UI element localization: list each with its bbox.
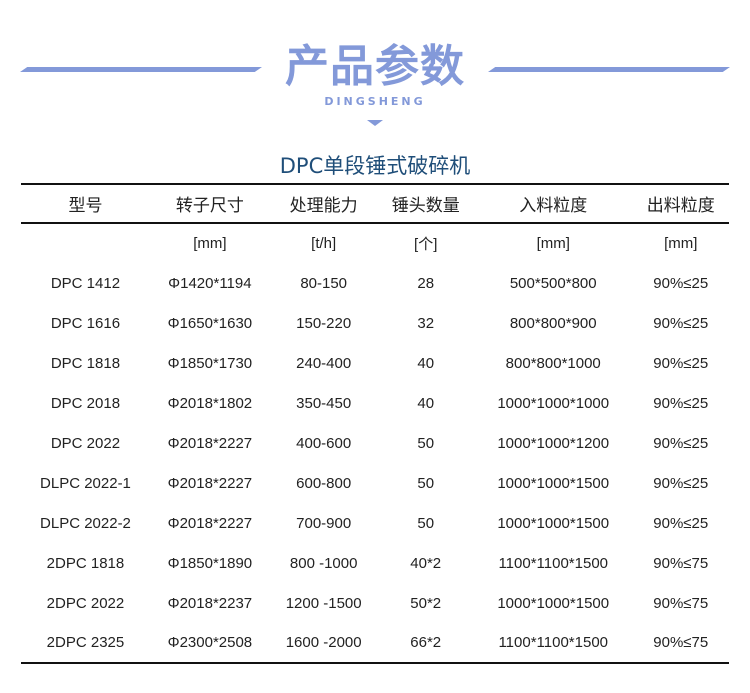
table-cell: 2DPC 1818 <box>46 554 125 572</box>
table-cell: Φ1420*1194 <box>168 274 252 292</box>
table-cell: Φ2018*2227 <box>167 434 253 452</box>
table-cell: 700-900 <box>296 514 352 532</box>
table-cell: 2DPC 2325 <box>46 634 125 651</box>
column-header: 处理能力 <box>289 196 358 215</box>
decorative-line-right <box>488 67 730 72</box>
table-cell: 800*800*900 <box>509 314 597 332</box>
table-cell: 1000*1000*1200 <box>497 434 610 452</box>
table-cell: 50 <box>417 474 435 492</box>
table-cell: Φ1850*1890 <box>167 554 253 572</box>
table-cell: 66*2 <box>410 634 442 651</box>
page-title: 产品参数 <box>285 41 465 92</box>
unit-cell: [t/h] <box>311 235 337 252</box>
table-cell: 90%≤25 <box>653 394 709 412</box>
table-cell: 40 <box>417 394 435 412</box>
table-cell: 2DPC 2022 <box>46 594 125 612</box>
table-row: 2DPC 1818 Φ1850*1890 800 -1000 40*2 1100*110… <box>21 543 729 583</box>
table-cell: 32 <box>417 314 435 332</box>
table-cell: 90%≤75 <box>653 634 709 651</box>
table-row: DPC 2022 Φ2018*2227 400-600 50 1000*1000*120… <box>21 423 729 463</box>
table-header-row: 型号 转子尺寸 处理能力 锤头数量 入料粒度 出料粒度 <box>21 184 729 223</box>
column-header: 入料粒度 <box>519 196 588 215</box>
table-cell: DPC 1616 <box>50 314 121 332</box>
table-cell: 40 <box>417 354 435 372</box>
table-cell: 400-600 <box>296 434 352 452</box>
table-row: DLPC 2022-2 Φ2018*2227 700-900 50 1000*1000*… <box>21 503 729 543</box>
table-cell: Φ2018*2237 <box>167 594 253 612</box>
table-cell: 90%≤25 <box>653 434 709 452</box>
column-header: 锤头数量 <box>391 196 460 215</box>
table-cell: 90%≤25 <box>653 314 709 332</box>
units-row: [mm] [t/h] [个] [mm] [mm] <box>21 223 729 263</box>
table-cell: 90%≤25 <box>653 514 709 532</box>
table-cell: 1200 -1500 <box>285 594 362 612</box>
table-cell: 90%≤25 <box>653 354 709 372</box>
table-cell: 350-450 <box>296 394 352 412</box>
table-cell: 90%≤25 <box>653 474 709 492</box>
table-cell: Φ2300*2508 <box>167 634 253 651</box>
unit-cell: [mm] <box>664 235 698 252</box>
table-row: DPC 1412 Φ1420*1194 80-150 28 500*500*800 90%… <box>21 263 729 303</box>
table-cell: 500*500*800 <box>509 274 597 292</box>
table-row: DPC 2018 Φ2018*1802 350-450 40 1000*1000*100… <box>21 383 729 423</box>
table-cell: 240-400 <box>296 354 352 372</box>
table-cell: Φ1850*1730 <box>167 354 253 372</box>
table-cell: 800*800*1000 <box>505 354 601 372</box>
table-cell: DPC 2022 <box>50 434 121 452</box>
table-cell: 90%≤75 <box>653 594 709 612</box>
column-header: 转子尺寸 <box>175 196 244 215</box>
table-cell: 1600 -2000 <box>285 634 362 651</box>
column-header: 出料粒度 <box>646 196 715 215</box>
table-row: DPC 1818 Φ1850*1730 240-400 40 800*800*1000 9… <box>21 343 729 383</box>
table-cell: 1000*1000*1500 <box>497 514 610 532</box>
table-cell: DPC 1412 <box>50 274 121 292</box>
table-cell: 1100*1100*1500 <box>498 554 609 572</box>
table-row: DLPC 2022-1 Φ2018*2227 600-800 50 1000*1000*… <box>21 463 729 503</box>
table-cell: 50 <box>417 434 435 452</box>
unit-cell <box>21 223 150 263</box>
table-row: DPC 1616 Φ1650*1630 150-220 32 800*800*900 90… <box>21 303 729 343</box>
spec-table: 型号 转子尺寸 处理能力 锤头数量 入料粒度 出料粒度 [mm] [t/h] [个] [mm][… <box>21 183 729 664</box>
table-cell: 1000*1000*1500 <box>497 474 610 492</box>
table-cell: 90%≤75 <box>653 554 709 572</box>
table-cell: 80-150 <box>300 274 348 292</box>
table-cell: 800 -1000 <box>289 554 358 572</box>
unit-cell: [个] <box>414 236 438 253</box>
table-row: 2DPC 2325 Φ2300*2508 1600 -2000 66*2 1100*11… <box>21 623 729 663</box>
table-cell: 90%≤25 <box>653 274 709 292</box>
unit-cell: [mm] <box>193 235 227 252</box>
table-cell: Φ1650*1630 <box>167 314 253 332</box>
table-cell: DPC 2018 <box>50 394 121 412</box>
table-cell: 40*2 <box>410 554 442 572</box>
table-cell: 1000*1000*1000 <box>497 394 610 412</box>
table-cell: 600-800 <box>296 474 352 492</box>
table-cell: DLPC 2022-2 <box>40 514 131 532</box>
table-cell: 50*2 <box>410 594 442 612</box>
triangle-down-icon <box>367 120 383 126</box>
table-cell: Φ2018*2227 <box>167 514 253 532</box>
product-subtitle: DPC单段锤式破碎机 <box>279 154 471 178</box>
table-cell: DLPC 2022-1 <box>40 474 131 492</box>
table-cell: 1100*1100*1500 <box>498 634 609 651</box>
unit-cell: [mm] <box>536 235 570 252</box>
table-cell: Φ2018*2227 <box>167 474 253 492</box>
brand-label: DINGSHENG <box>324 95 426 108</box>
table-cell: 28 <box>417 274 435 292</box>
table-cell: 1000*1000*1500 <box>497 594 610 612</box>
table-row: 2DPC 2022 Φ2018*2237 1200 -1500 50*2 1000*10… <box>21 583 729 623</box>
table-cell: 150-220 <box>296 314 352 332</box>
table-cell: DPC 1818 <box>50 354 121 372</box>
table-cell: 50 <box>417 514 435 532</box>
table-cell: Φ2018*1802 <box>167 394 253 412</box>
column-header: 型号 <box>68 196 103 215</box>
decorative-line-left <box>20 67 262 72</box>
